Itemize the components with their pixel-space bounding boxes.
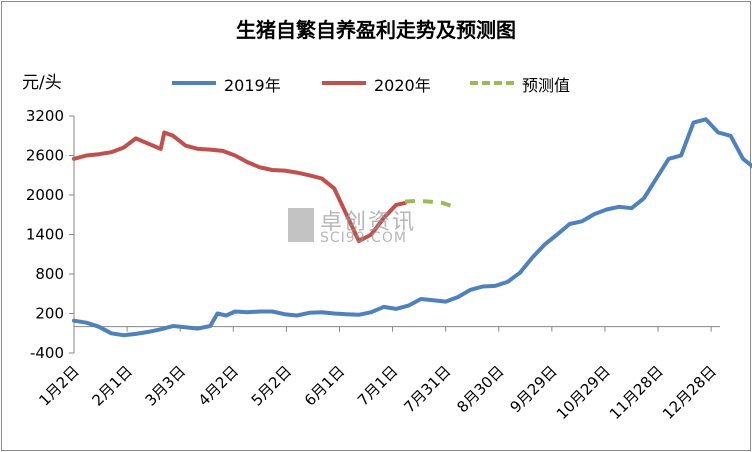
legend-label-forecast: 预测值 <box>522 76 571 95</box>
x-tick-label: 10月29日 <box>553 362 614 423</box>
legend-label-2019: 2019年 <box>224 76 281 95</box>
y-tick-label: 2000 <box>26 186 64 204</box>
x-tick-label: 12月28日 <box>659 362 720 423</box>
legend-swatch-2019 <box>172 81 216 85</box>
legend-label-2020: 2020年 <box>374 76 431 95</box>
x-tick-label: 5月2日 <box>248 362 295 409</box>
chart-title: 生猪自繁自养盈利走势及预测图 <box>236 18 516 42</box>
x-tick-label: 4月2日 <box>195 362 242 409</box>
x-tick-label: 7月31日 <box>400 362 454 416</box>
x-tick-label: 2月1日 <box>88 362 135 409</box>
legend-swatch-2020 <box>322 81 366 85</box>
x-tick-label: 11月28日 <box>606 362 667 423</box>
x-tick-label: 1月2日 <box>35 362 82 409</box>
y-axis-unit-label: 元/头 <box>22 73 62 93</box>
y-tick-label: 200 <box>35 305 64 323</box>
series-line-2 <box>404 198 456 209</box>
y-tick-label: 3200 <box>26 107 64 125</box>
series-line-0 <box>72 117 752 338</box>
x-tick-label: 7月1日 <box>354 362 401 409</box>
x-tick-label: 6月1日 <box>301 362 348 409</box>
y-tick-label: 800 <box>35 265 64 283</box>
y-tick-label: -400 <box>30 344 64 362</box>
series-line-1 <box>72 130 407 244</box>
y-tick-label: 2600 <box>26 147 64 165</box>
y-tick-label: 1400 <box>26 226 64 244</box>
legend-swatch-forecast <box>470 81 514 85</box>
x-tick-label: 3月3日 <box>142 362 189 409</box>
x-tick-label: 8月30日 <box>453 362 507 416</box>
x-tick-label: 9月29日 <box>506 362 560 416</box>
